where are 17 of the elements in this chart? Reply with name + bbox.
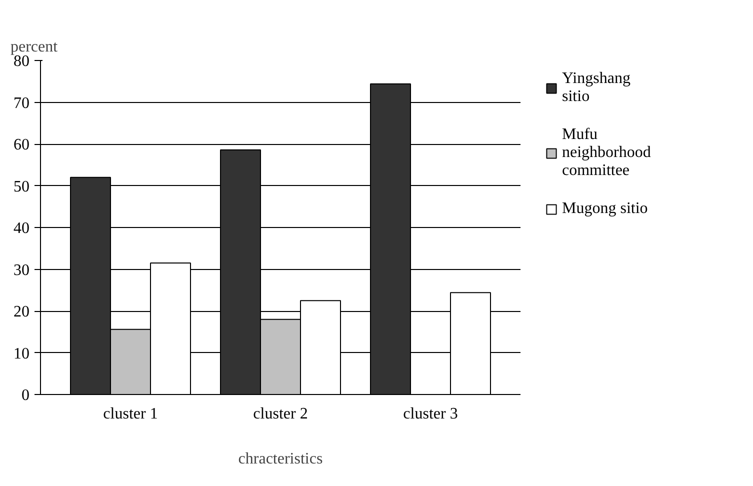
y-axis-title: percent	[10, 38, 58, 56]
x-axis-title: chracteristics	[238, 450, 323, 468]
y-tick-label: 70	[14, 94, 30, 112]
x-tick-label: cluster 1	[103, 406, 158, 422]
y-tick-label: 30	[14, 262, 30, 279]
legend-label: Mugong sitio	[562, 200, 648, 218]
y-tick-label: 50	[14, 178, 30, 196]
y-tick-label: 40	[14, 220, 30, 237]
y-tick-label: 60	[14, 136, 30, 154]
y-tick-label: 10	[14, 345, 30, 362]
x-tick-label: cluster 3	[403, 406, 458, 422]
legend-label: Yingshang sitio	[562, 70, 630, 106]
y-tick-label: 20	[14, 304, 30, 320]
y-tick-label: 0	[22, 387, 30, 404]
x-tick-label: cluster 2	[253, 406, 308, 422]
y-tick-label: 80	[14, 53, 30, 70]
legend-label: Mufu neighborhood committee	[562, 126, 651, 180]
